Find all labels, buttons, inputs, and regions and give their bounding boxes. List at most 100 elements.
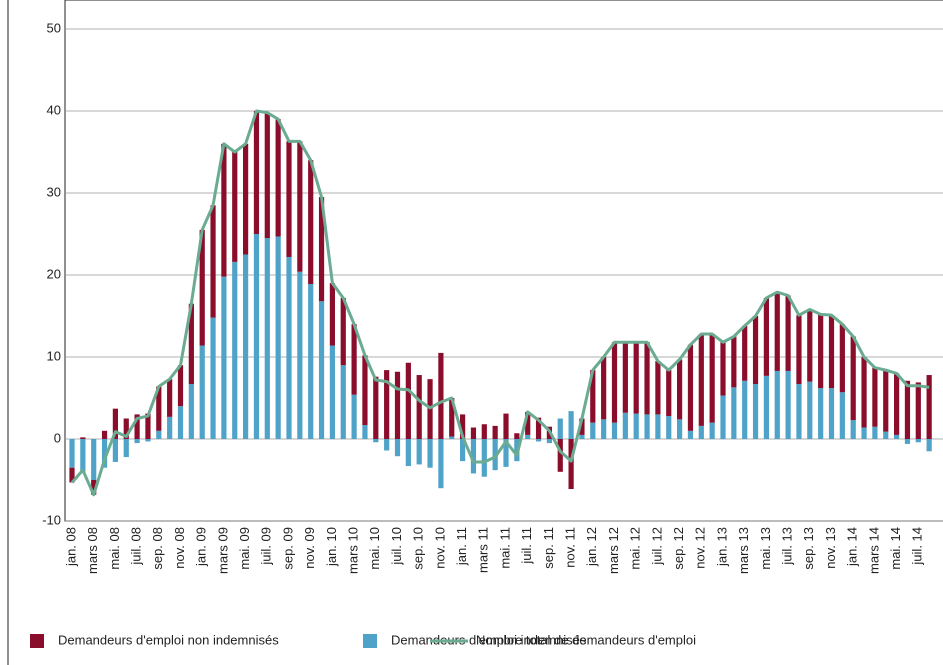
bar	[807, 309, 813, 382]
bar	[720, 395, 726, 439]
bar	[221, 276, 227, 439]
x-tick-label: sep. 08	[150, 527, 165, 570]
x-tick-label: mars 08	[85, 527, 100, 574]
bar	[188, 384, 194, 439]
bar	[926, 375, 932, 439]
bar	[481, 439, 487, 477]
bar	[123, 439, 129, 458]
bar	[839, 392, 845, 439]
bar	[622, 342, 628, 413]
x-tick-label: nov. 13	[823, 527, 838, 569]
bar	[145, 439, 151, 442]
x-tick-label: nov. 12	[693, 527, 708, 569]
bar	[416, 375, 422, 439]
bar	[611, 342, 618, 423]
bar	[752, 316, 759, 385]
bar	[785, 370, 791, 439]
x-tick-label: sep. 13	[801, 527, 816, 570]
bar	[232, 152, 238, 262]
bar	[167, 379, 173, 417]
x-tick-label: nov. 10	[432, 527, 447, 569]
bar	[210, 205, 216, 318]
bar	[243, 254, 249, 439]
bar	[731, 387, 737, 439]
bar	[112, 408, 118, 439]
bar	[112, 439, 118, 462]
x-tick-label: mars 09	[215, 527, 230, 574]
bar	[742, 325, 748, 381]
bar	[601, 419, 607, 439]
bar	[785, 295, 791, 371]
bar	[525, 411, 531, 435]
bar	[709, 422, 715, 439]
bar	[362, 425, 368, 439]
bar	[590, 422, 596, 439]
bar	[145, 413, 151, 439]
x-tick-label: juil. 14	[910, 527, 925, 566]
bar	[460, 414, 466, 439]
x-tick-label: nov. 09	[302, 527, 317, 569]
bar	[91, 480, 97, 495]
x-tick-label: juil. 08	[129, 527, 144, 566]
x-tick-label: juil. 10	[389, 527, 404, 566]
bar	[872, 426, 878, 439]
bar	[481, 424, 487, 439]
bar	[123, 418, 129, 439]
bar	[362, 355, 368, 426]
x-tick-label: mai. 13	[758, 527, 773, 570]
bar	[807, 381, 813, 439]
bar	[470, 427, 477, 439]
x-tick-label: mai. 12	[628, 527, 643, 570]
bar	[633, 413, 639, 439]
x-tick-label: jan. 11	[454, 527, 469, 566]
bar	[394, 439, 401, 457]
bar	[101, 430, 108, 439]
bar	[894, 434, 900, 439]
x-tick-label: jan. 13	[714, 527, 729, 567]
x-tick-label: mai. 11	[497, 527, 512, 569]
bar	[373, 376, 379, 439]
legend-swatch	[363, 634, 377, 648]
bar	[763, 297, 769, 376]
bar	[69, 439, 75, 468]
x-tick-label: jan. 12	[584, 527, 599, 567]
bar	[698, 334, 704, 426]
bar	[568, 411, 574, 439]
bar	[796, 315, 802, 385]
bar	[883, 431, 889, 439]
bar	[698, 425, 704, 439]
bar	[253, 234, 260, 439]
x-tick-label: juil. 09	[259, 527, 274, 566]
bar	[134, 414, 140, 439]
bar	[80, 439, 86, 472]
bar	[221, 143, 227, 277]
bar	[210, 317, 216, 439]
bar	[546, 439, 552, 444]
bar	[340, 297, 346, 366]
bar	[69, 467, 75, 483]
bar	[611, 422, 618, 439]
bar	[622, 412, 628, 439]
bar	[687, 344, 694, 431]
x-tick-label: sep. 09	[280, 527, 295, 570]
bar	[677, 359, 683, 420]
bar	[80, 437, 86, 439]
bar	[557, 418, 563, 439]
bar	[904, 439, 911, 444]
y-tick-label: 50	[47, 20, 61, 35]
bar	[156, 430, 162, 439]
bar	[601, 357, 607, 420]
bar	[915, 382, 921, 439]
x-tick-label: mai. 08	[107, 527, 122, 570]
bar	[839, 324, 845, 393]
bar	[828, 388, 835, 439]
bar	[264, 238, 270, 439]
bar	[742, 380, 748, 439]
total-line	[70, 109, 930, 497]
x-tick-label: mars 14	[866, 527, 881, 574]
bar	[91, 439, 97, 480]
bar	[384, 370, 390, 439]
legend-swatch	[30, 634, 44, 648]
bar	[351, 324, 357, 395]
